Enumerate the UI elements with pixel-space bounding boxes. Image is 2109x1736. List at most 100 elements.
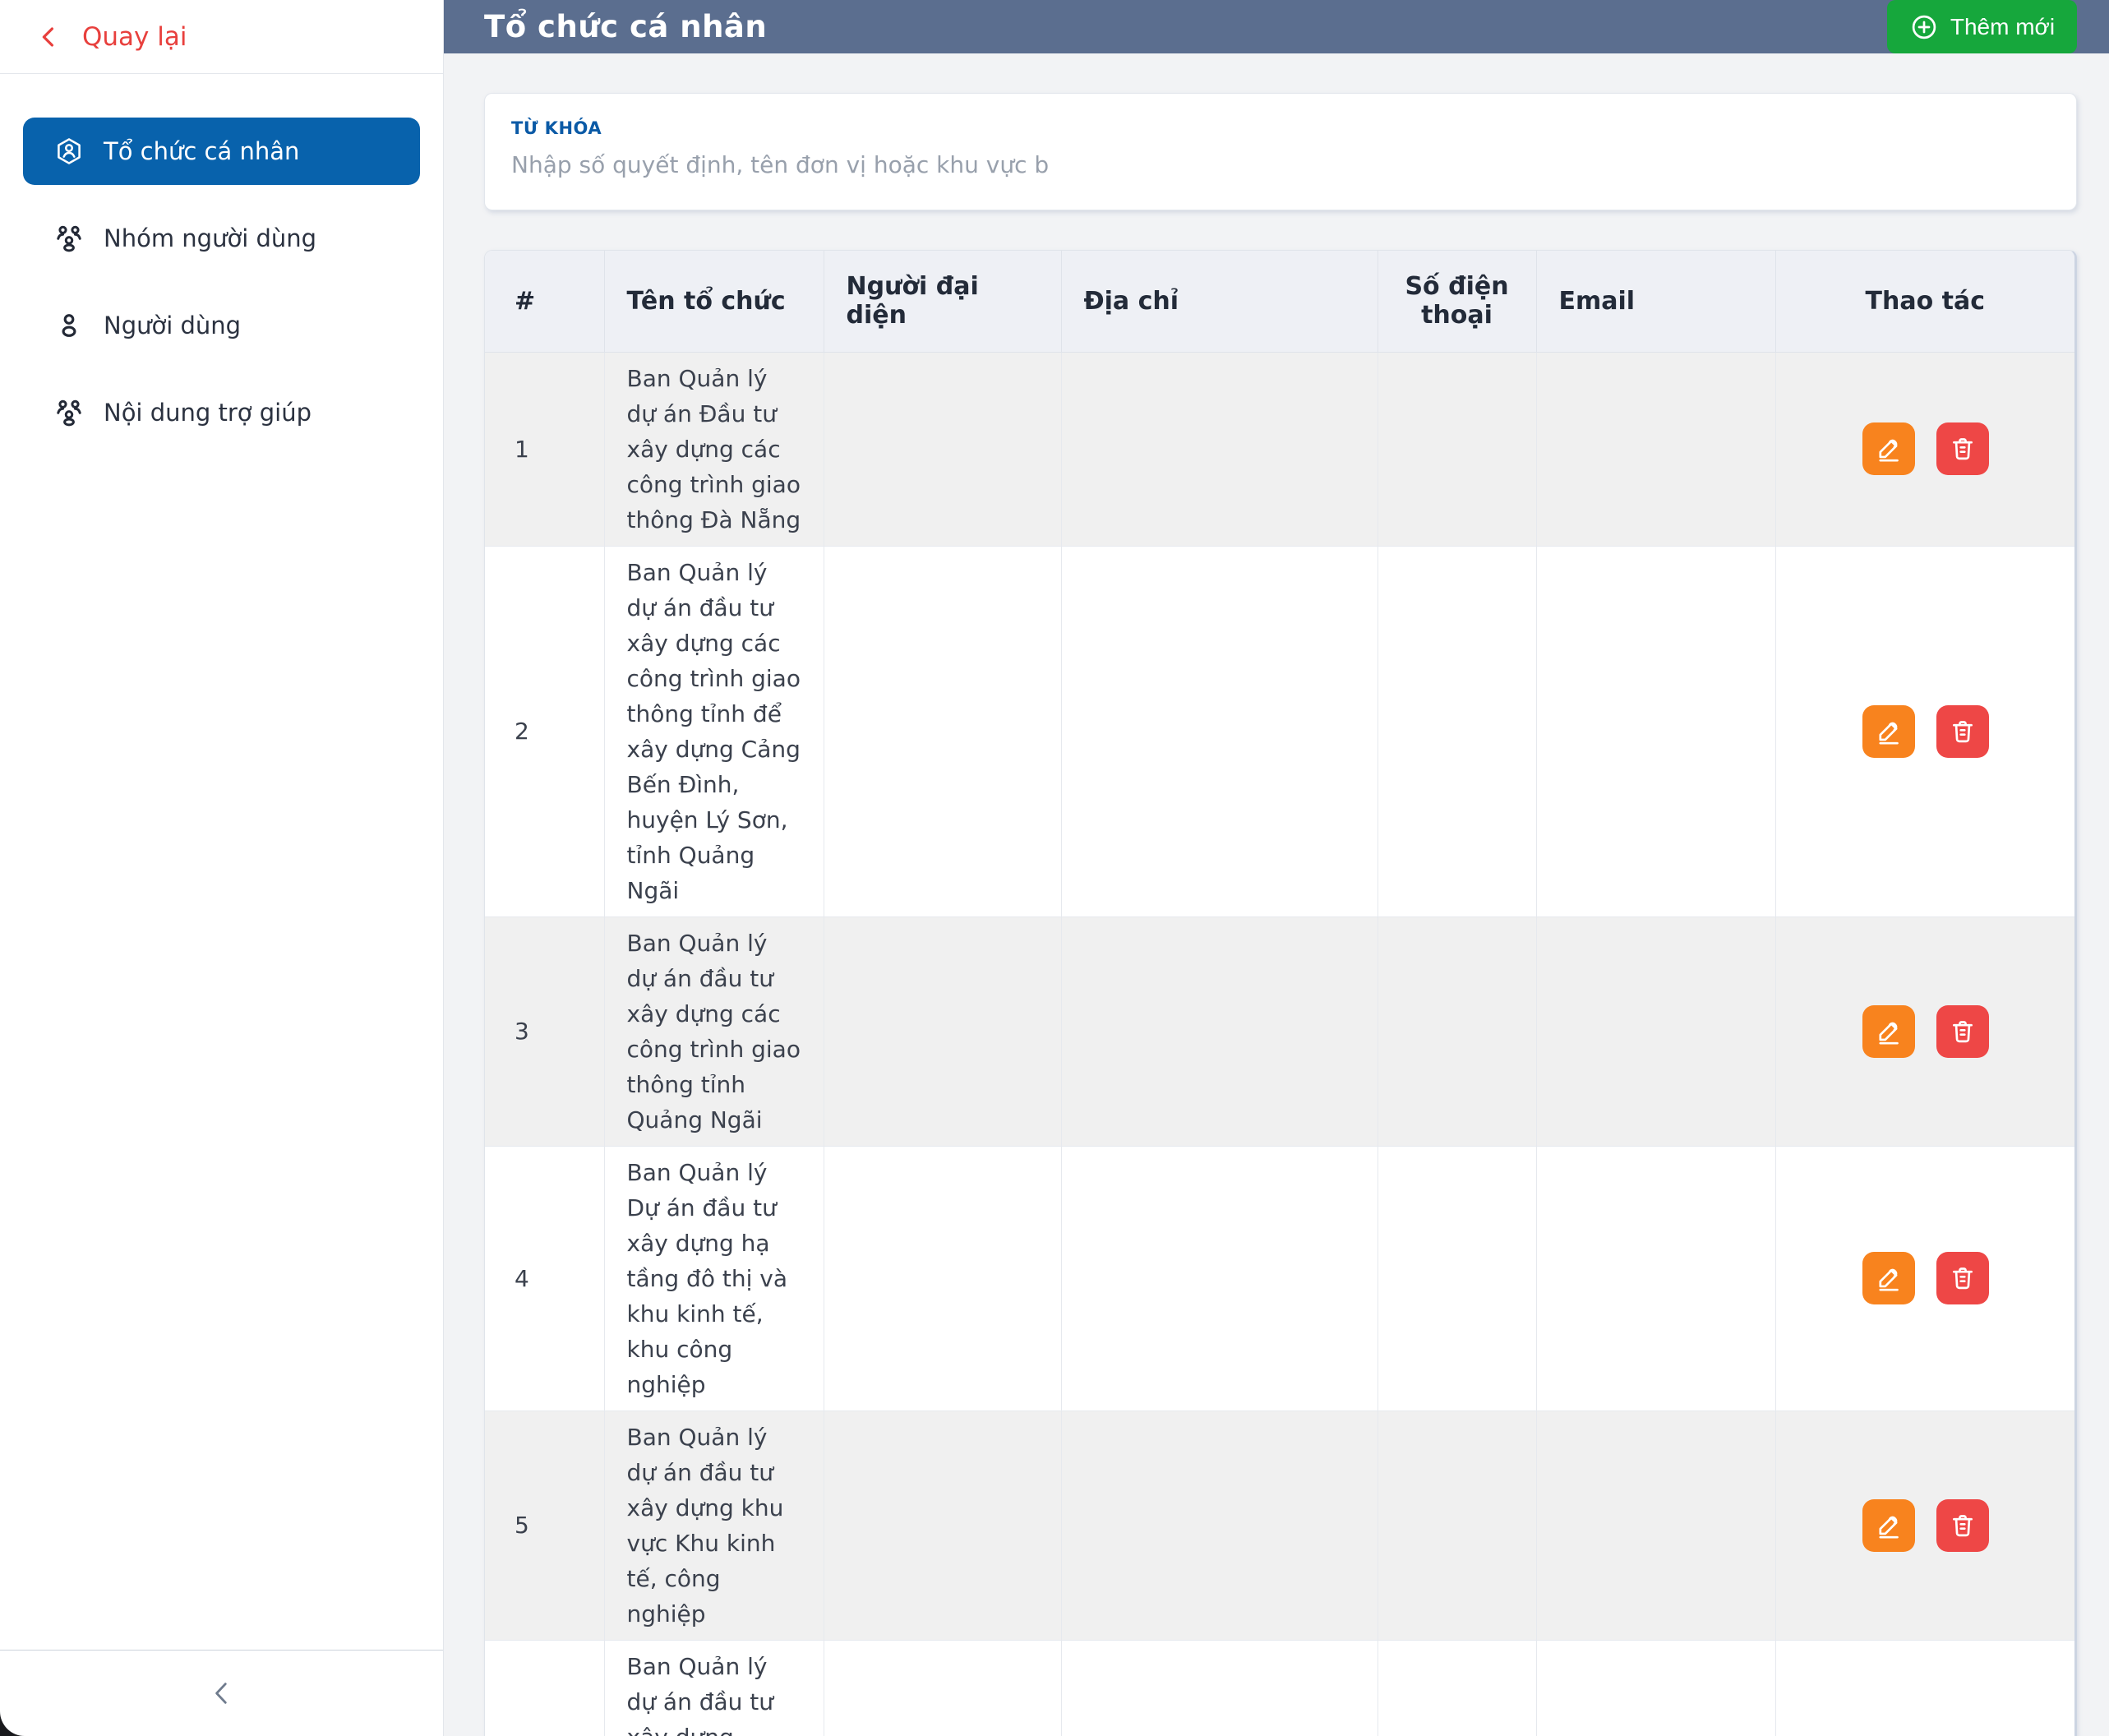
user-group-icon [54,398,84,427]
edit-button[interactable] [1862,422,1916,475]
representative-cell [824,1640,1062,1736]
representative-cell [824,1146,1062,1411]
org-name-cell: Ban Quản lý dự án đầu tư xây dựng khu vự… [604,1410,824,1641]
pencil-icon [1879,722,1899,745]
email-cell [1536,546,1776,917]
representative-cell [824,916,1062,1147]
org-name-cell: Ban Quản lý dự án đầu tư xây dựng các cô… [604,916,824,1147]
phone-cell [1378,1410,1537,1641]
sidebar-menu: Tổ chức cá nhân Nhóm người dùng [0,74,443,466]
address-cell [1061,1640,1378,1736]
row-index: 3 [485,916,605,1147]
org-name-cell: Ban Quản lý dự án Đầu tư xây dựng các cô… [604,352,824,547]
collapse-sidebar-button[interactable] [208,1675,236,1711]
address-cell [1061,916,1378,1147]
row-index: 4 [485,1146,605,1411]
sidebar-item-nguoi-dung[interactable]: Người dùng [23,292,420,359]
column-header-actions: Thao tác [1775,251,2074,353]
actions-cell [1775,1410,2074,1641]
back-button[interactable]: Quay lại [0,0,443,74]
sidebar-item-to-chuc-ca-nhan[interactable]: Tổ chức cá nhân [23,118,420,185]
column-header-index: # [485,251,605,353]
edit-button[interactable] [1862,704,1916,758]
email-cell [1536,916,1776,1147]
sidebar: Quay lại Tổ chức cá nhân [0,0,444,1736]
column-header-representative: Người đại diện [824,251,1062,353]
sidebar-item-nhom-nguoi-dung[interactable]: Nhóm người dùng [23,205,420,272]
email-cell [1536,1640,1776,1736]
org-name-cell: Ban Quản lý Dự án đầu tư xây dựng hạ tần… [604,1146,824,1411]
delete-button[interactable] [1936,1252,1990,1304]
main-area: Tổ chức cá nhân Thêm mới TỪ KHÓA [444,0,2109,1736]
search-input[interactable] [511,151,2050,178]
column-header-email: Email [1536,251,1776,353]
address-cell [1061,1410,1378,1641]
sidebar-footer [0,1650,443,1736]
plus-circle-icon [1912,15,1936,39]
email-cell [1536,1146,1776,1411]
org-badge-icon [54,136,84,166]
delete-button[interactable] [1936,1498,1990,1552]
edit-button[interactable] [1862,1252,1916,1304]
pencil-icon [1879,1516,1899,1539]
address-cell [1061,352,1378,547]
row-index: 5 [485,1410,605,1641]
page-title: Tổ chức cá nhân [484,9,768,44]
content: TỪ KHÓA # Tên tổ chức Người đại diện Đị [444,53,2109,1736]
table-row: 6 Ban Quản lý dự án đầu tư xây dựng thuộ… [485,1640,2074,1736]
trash-icon [1953,720,1973,742]
sidebar-item-label: Tổ chức cá nhân [104,137,300,165]
representative-cell [824,1410,1062,1641]
edit-button[interactable] [1862,1004,1916,1058]
column-header-org-name: Tên tổ chức [604,251,824,353]
search-label: TỪ KHÓA [511,118,602,138]
actions-cell [1775,546,2074,917]
sidebar-item-label: Nhóm người dùng [104,224,317,252]
table-body: 1 Ban Quản lý dự án Đầu tư xây dựng các … [485,352,2074,1736]
back-chevron-icon [42,26,53,47]
column-header-phone: Số điện thoại [1378,251,1537,353]
actions-cell [1775,1640,2074,1736]
representative-cell [824,546,1062,917]
add-new-button[interactable]: Thêm mới [1887,0,2077,53]
actions-cell [1775,352,2074,547]
pencil-icon [1879,439,1899,462]
delete-button[interactable] [1936,422,1990,475]
search-card: TỪ KHÓA [484,93,2077,210]
table-header: # Tên tổ chức Người đại diện Địa chỉ Số … [485,251,2074,353]
phone-cell [1378,916,1537,1147]
org-name-cell: Ban Quản lý dự án đầu tư xây dựng các cô… [604,546,824,917]
row-index: 2 [485,546,605,917]
delete-button[interactable] [1936,704,1990,758]
phone-cell [1378,352,1537,547]
chevron-left-icon [215,1683,227,1704]
sidebar-item-label: Nội dung trợ giúp [104,399,312,427]
organizations-table-card: # Tên tổ chức Người đại diện Địa chỉ Số … [484,250,2077,1736]
actions-cell [1775,1146,2074,1411]
table-row: 1 Ban Quản lý dự án Đầu tư xây dựng các … [485,352,2074,547]
row-index: 6 [485,1640,605,1736]
trash-icon [1953,1514,1973,1536]
trash-icon [1953,438,1973,460]
pencil-icon [1879,1268,1899,1291]
phone-cell [1378,1146,1537,1411]
column-header-address: Địa chỉ [1061,251,1378,353]
sidebar-item-label: Người dùng [104,312,242,339]
table-row: 5 Ban Quản lý dự án đầu tư xây dựng khu … [485,1410,2074,1641]
table-row: 3 Ban Quản lý dự án đầu tư xây dựng các … [485,916,2074,1147]
sidebar-item-noi-dung-tro-giup[interactable]: Nội dung trợ giúp [23,379,420,446]
email-cell [1536,352,1776,547]
phone-cell [1378,546,1537,917]
back-label: Quay lại [82,21,187,52]
table-row: 4 Ban Quản lý Dự án đầu tư xây dựng hạ t… [485,1146,2074,1411]
topbar: Tổ chức cá nhân Thêm mới [444,0,2109,53]
email-cell [1536,1410,1776,1641]
phone-cell [1378,1640,1537,1736]
table-row: 2 Ban Quản lý dự án đầu tư xây dựng các … [485,546,2074,917]
trash-icon [1953,1267,1973,1290]
edit-button[interactable] [1862,1498,1916,1552]
delete-button[interactable] [1936,1004,1990,1058]
org-name-cell: Ban Quản lý dự án đầu tư xây dựng thuộc … [604,1640,824,1736]
actions-cell [1775,916,2074,1147]
